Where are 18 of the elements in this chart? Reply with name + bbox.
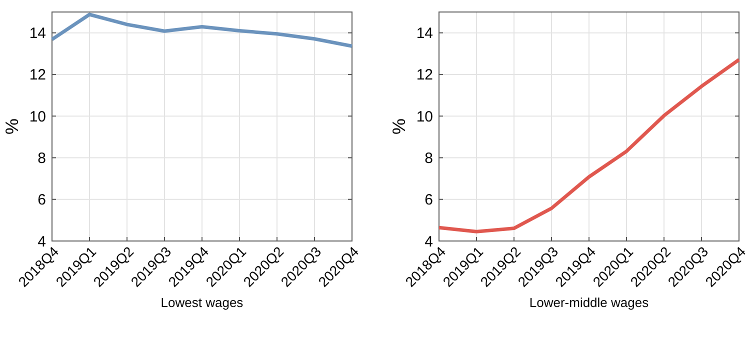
x-axis-title: Lower-middle wages: [529, 295, 650, 310]
y-tick-label: 10: [416, 108, 433, 126]
y-axis-title: %: [2, 118, 22, 135]
y-tick-label: 12: [29, 66, 46, 84]
line-series: [437, 58, 741, 234]
y-tick-label: 10: [29, 108, 46, 126]
y-tick-label: 14: [29, 25, 46, 42]
y-tick-label: 4: [38, 233, 46, 250]
line-series: [50, 12, 354, 48]
y-tick-label: 6: [38, 192, 46, 209]
y-tick-label: 8: [424, 150, 433, 167]
y-tick-label: 8: [38, 150, 46, 167]
y-axis-title: %: [389, 118, 409, 135]
y-tick-label: 6: [424, 192, 433, 209]
y-tick-label: 12: [416, 66, 433, 84]
y-tick-label: 4: [424, 233, 433, 250]
y-tick-label: 14: [416, 25, 433, 42]
x-axis-title: Lowest wages: [160, 295, 244, 310]
